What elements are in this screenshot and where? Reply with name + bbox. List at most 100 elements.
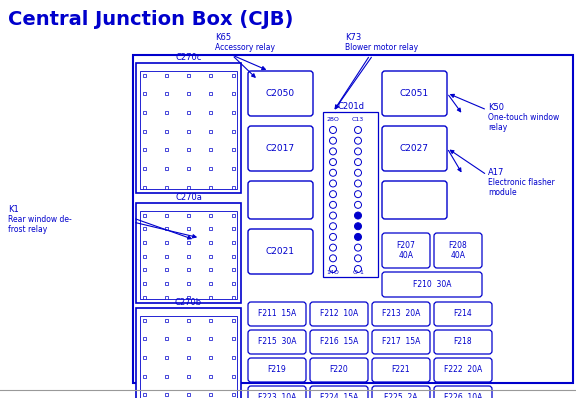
Bar [187, 129, 190, 133]
Text: F211  15A: F211 15A [258, 310, 296, 318]
Text: F208
40A: F208 40A [449, 241, 467, 260]
Bar [187, 213, 190, 217]
Bar [142, 295, 146, 298]
Bar [165, 111, 168, 114]
Text: 14O: 14O [327, 270, 339, 275]
Text: F215  30A: F215 30A [257, 338, 296, 347]
Bar [187, 111, 190, 114]
Bar [140, 316, 237, 398]
Bar [142, 337, 146, 340]
FancyBboxPatch shape [434, 358, 492, 382]
Bar [142, 268, 146, 271]
Bar [232, 356, 234, 359]
Bar [209, 74, 212, 76]
Bar [209, 227, 212, 230]
Bar [142, 185, 146, 189]
Bar [165, 356, 168, 359]
Bar [142, 241, 146, 244]
Bar [165, 393, 168, 396]
Bar [142, 148, 146, 151]
Bar [187, 393, 190, 396]
Bar [232, 185, 234, 189]
FancyBboxPatch shape [248, 71, 313, 116]
Bar [209, 295, 212, 298]
FancyBboxPatch shape [382, 126, 447, 171]
Bar [142, 92, 146, 95]
Text: K65: K65 [215, 33, 231, 42]
FancyBboxPatch shape [372, 302, 430, 326]
Bar [209, 268, 212, 271]
Text: C2050: C2050 [266, 89, 295, 98]
Bar [136, 203, 241, 303]
FancyBboxPatch shape [434, 330, 492, 354]
Bar [165, 227, 168, 230]
Text: F214: F214 [454, 310, 472, 318]
Bar [187, 295, 190, 298]
Bar [232, 227, 234, 230]
Bar [142, 167, 146, 170]
Bar [165, 295, 168, 298]
Bar [165, 213, 168, 217]
Bar [142, 129, 146, 133]
Bar [165, 92, 168, 95]
Bar [142, 375, 146, 377]
Bar [187, 254, 190, 258]
Text: C270b: C270b [175, 298, 202, 307]
Bar [232, 268, 234, 271]
Text: C270c: C270c [175, 53, 202, 62]
Bar [142, 318, 146, 322]
Bar [142, 393, 146, 396]
Bar [209, 111, 212, 114]
Bar [187, 282, 190, 285]
Bar [165, 375, 168, 377]
Bar [187, 227, 190, 230]
Text: 28O: 28O [327, 117, 339, 122]
Text: F221: F221 [392, 365, 410, 375]
Bar [165, 129, 168, 133]
FancyBboxPatch shape [382, 272, 482, 297]
Text: F207
40A: F207 40A [396, 241, 415, 260]
FancyBboxPatch shape [382, 71, 447, 116]
Bar [165, 337, 168, 340]
Bar [232, 213, 234, 217]
Bar [165, 241, 168, 244]
Bar [140, 71, 237, 189]
FancyBboxPatch shape [434, 386, 492, 398]
Text: Central Junction Box (CJB): Central Junction Box (CJB) [8, 10, 293, 29]
Text: F218: F218 [454, 338, 472, 347]
Bar [209, 129, 212, 133]
Bar [232, 393, 234, 396]
Bar [187, 185, 190, 189]
Bar [232, 295, 234, 298]
FancyBboxPatch shape [248, 330, 306, 354]
Bar [165, 148, 168, 151]
Bar [165, 282, 168, 285]
Bar [232, 111, 234, 114]
Bar [165, 254, 168, 258]
Text: C2027: C2027 [400, 144, 429, 153]
Text: F226  10A: F226 10A [444, 394, 482, 398]
Bar [232, 148, 234, 151]
Bar [187, 318, 190, 322]
Bar [209, 213, 212, 217]
Text: F217  15A: F217 15A [382, 338, 420, 347]
Bar [187, 74, 190, 76]
Bar [142, 254, 146, 258]
Bar [209, 282, 212, 285]
Bar [209, 356, 212, 359]
FancyBboxPatch shape [372, 358, 430, 382]
Bar [209, 92, 212, 95]
Bar [165, 74, 168, 76]
Bar [187, 356, 190, 359]
Bar [142, 227, 146, 230]
Bar [209, 254, 212, 258]
Text: C2051: C2051 [400, 89, 429, 98]
FancyBboxPatch shape [382, 181, 447, 219]
Text: F220: F220 [329, 365, 348, 375]
Text: Electronic flasher
module: Electronic flasher module [488, 178, 555, 197]
Text: F216  15A: F216 15A [320, 338, 358, 347]
Text: F213  20A: F213 20A [382, 310, 420, 318]
Bar [142, 74, 146, 76]
Bar [187, 92, 190, 95]
Circle shape [354, 233, 362, 240]
